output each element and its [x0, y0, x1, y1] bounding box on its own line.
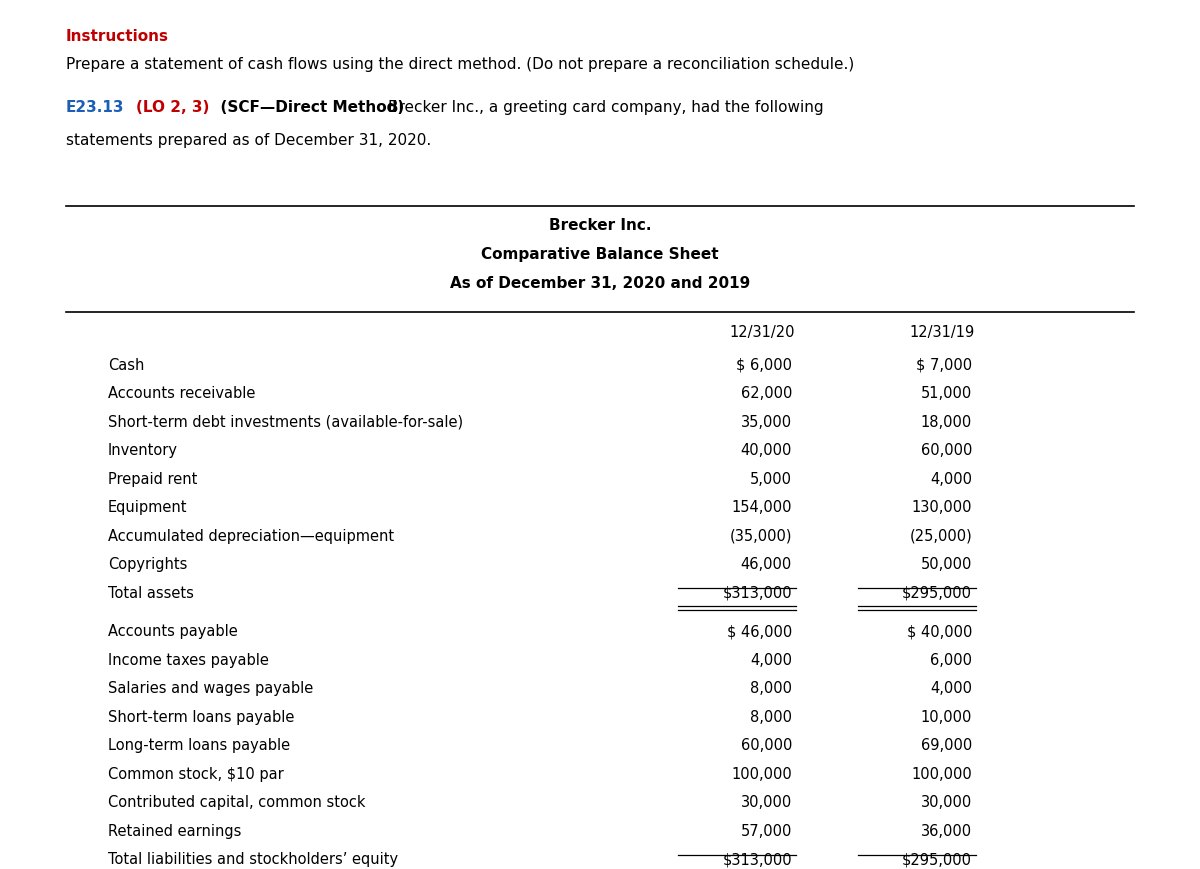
Text: 12/31/20: 12/31/20: [730, 324, 794, 340]
Text: Short-term loans payable: Short-term loans payable: [108, 709, 294, 724]
Text: $ 46,000: $ 46,000: [727, 624, 792, 639]
Text: $ 40,000: $ 40,000: [907, 624, 972, 639]
Text: 40,000: 40,000: [740, 442, 792, 458]
Text: Prepare a statement of cash flows using the direct method. (Do not prepare a rec: Prepare a statement of cash flows using …: [66, 57, 854, 72]
Text: (25,000): (25,000): [910, 528, 972, 543]
Text: Accounts payable: Accounts payable: [108, 624, 238, 639]
Text: Retained earnings: Retained earnings: [108, 823, 241, 838]
Text: Long-term loans payable: Long-term loans payable: [108, 738, 290, 753]
Text: 8,000: 8,000: [750, 680, 792, 696]
Text: 12/31/19: 12/31/19: [910, 324, 974, 340]
Text: 30,000: 30,000: [920, 794, 972, 810]
Text: 46,000: 46,000: [740, 556, 792, 572]
Text: 51,000: 51,000: [920, 386, 972, 401]
Text: 69,000: 69,000: [920, 738, 972, 753]
Text: Salaries and wages payable: Salaries and wages payable: [108, 680, 313, 696]
Text: 60,000: 60,000: [740, 738, 792, 753]
Text: 8,000: 8,000: [750, 709, 792, 724]
Text: 5,000: 5,000: [750, 471, 792, 486]
Text: statements prepared as of December 31, 2020.: statements prepared as of December 31, 2…: [66, 133, 431, 148]
Text: Total liabilities and stockholders’ equity: Total liabilities and stockholders’ equi…: [108, 852, 398, 866]
Text: Short-term debt investments (available-for-sale): Short-term debt investments (available-f…: [108, 415, 463, 429]
Text: $295,000: $295,000: [902, 585, 972, 600]
Text: (35,000): (35,000): [730, 528, 792, 543]
Text: $313,000: $313,000: [722, 585, 792, 600]
Text: 30,000: 30,000: [740, 794, 792, 810]
Text: (SCF—Direct Method): (SCF—Direct Method): [210, 100, 404, 115]
Text: $295,000: $295,000: [902, 852, 972, 866]
Text: Accounts receivable: Accounts receivable: [108, 386, 256, 401]
Text: (LO 2, 3): (LO 2, 3): [136, 100, 209, 115]
Text: Cash: Cash: [108, 357, 144, 372]
Text: 100,000: 100,000: [731, 766, 792, 781]
Text: 35,000: 35,000: [740, 415, 792, 429]
Text: 60,000: 60,000: [920, 442, 972, 458]
Text: Brecker Inc.: Brecker Inc.: [548, 217, 652, 232]
Text: 130,000: 130,000: [912, 500, 972, 514]
Text: Brecker Inc., a greeting card company, had the following: Brecker Inc., a greeting card company, h…: [388, 100, 823, 115]
Text: 6,000: 6,000: [930, 653, 972, 667]
Text: 100,000: 100,000: [911, 766, 972, 781]
Text: 154,000: 154,000: [732, 500, 792, 514]
Text: E23.13: E23.13: [66, 100, 125, 115]
Text: 4,000: 4,000: [930, 680, 972, 696]
Text: Comparative Balance Sheet: Comparative Balance Sheet: [481, 247, 719, 262]
Text: Common stock, $10 par: Common stock, $10 par: [108, 766, 283, 781]
Text: 4,000: 4,000: [930, 471, 972, 486]
Text: 4,000: 4,000: [750, 653, 792, 667]
Text: 62,000: 62,000: [740, 386, 792, 401]
Text: 50,000: 50,000: [920, 556, 972, 572]
Text: Instructions: Instructions: [66, 30, 169, 44]
Text: Contributed capital, common stock: Contributed capital, common stock: [108, 794, 366, 810]
Text: Income taxes payable: Income taxes payable: [108, 653, 269, 667]
Text: 18,000: 18,000: [920, 415, 972, 429]
Text: 57,000: 57,000: [740, 823, 792, 838]
Text: 10,000: 10,000: [920, 709, 972, 724]
Text: As of December 31, 2020 and 2019: As of December 31, 2020 and 2019: [450, 276, 750, 291]
Text: Accumulated depreciation—equipment: Accumulated depreciation—equipment: [108, 528, 394, 543]
Text: $ 7,000: $ 7,000: [916, 357, 972, 372]
Text: Total assets: Total assets: [108, 585, 194, 600]
Text: Equipment: Equipment: [108, 500, 187, 514]
Text: $ 6,000: $ 6,000: [736, 357, 792, 372]
Text: Inventory: Inventory: [108, 442, 178, 458]
Text: Prepaid rent: Prepaid rent: [108, 471, 197, 486]
Text: Copyrights: Copyrights: [108, 556, 187, 572]
Text: $313,000: $313,000: [722, 852, 792, 866]
Text: 36,000: 36,000: [920, 823, 972, 838]
